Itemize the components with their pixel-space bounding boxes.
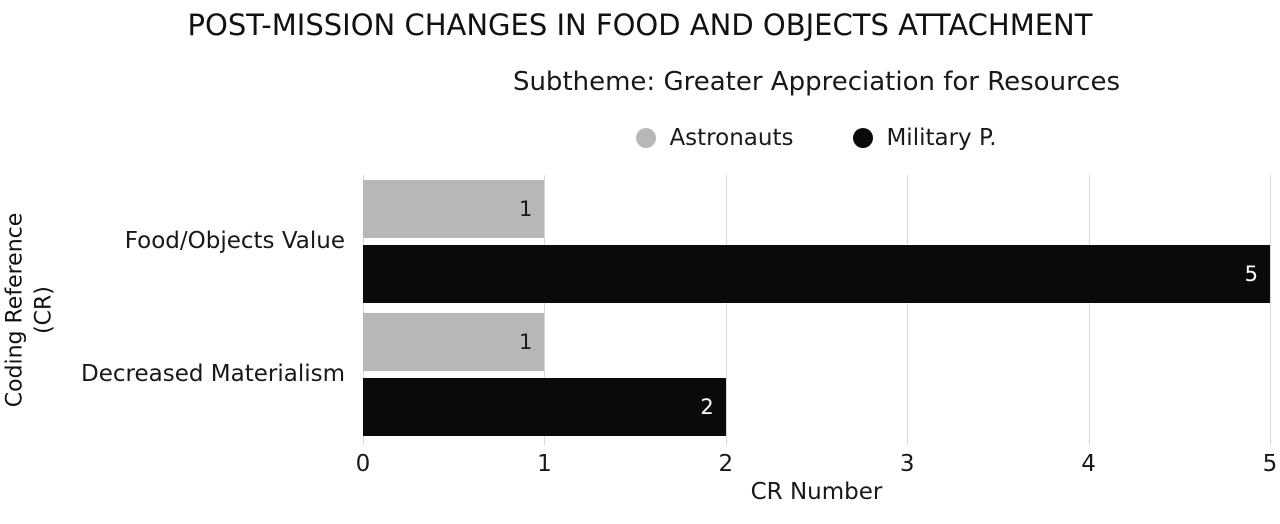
gridline — [1088, 174, 1090, 445]
bar-value-label: 2 — [700, 394, 714, 419]
legend: Astronauts Military P. — [363, 125, 1270, 151]
x-tick-label: 4 — [1081, 450, 1096, 477]
chart-subtitle: Subtheme: Greater Appreciation for Resou… — [512, 66, 1121, 97]
category-axis: Food/Objects Value Decreased Materialism — [60, 175, 363, 445]
legend-label: Military P. — [886, 124, 997, 151]
legend-swatch-icon — [636, 127, 657, 148]
x-axis-title: CR Number — [750, 478, 883, 505]
chart-title: POST-MISSION CHANGES IN FOOD AND OBJECTS… — [187, 8, 1093, 42]
y-axis-title-line1: Coding Reference — [2, 212, 28, 408]
x-tick-label: 0 — [355, 450, 371, 477]
bar-value-label: 1 — [519, 329, 533, 354]
gridline — [907, 174, 909, 445]
bar-chart: Coding Reference (CR) Food/Objects Value… — [0, 174, 1280, 505]
x-tick-label: 5 — [1262, 450, 1278, 477]
gridline — [363, 174, 364, 445]
bar-value-label: 1 — [519, 196, 533, 221]
bar-value-label: 5 — [1244, 261, 1258, 286]
bar-0-0: 1 — [363, 179, 545, 238]
gridline — [544, 174, 546, 445]
category-label: Food/Objects Value — [124, 228, 345, 255]
y-axis-title-area: Coding Reference (CR) — [0, 175, 60, 445]
x-tick-label: 1 — [537, 450, 552, 477]
bar-1-0: 5 — [363, 244, 1270, 303]
x-axis-ticks: 0 1 2 3 4 5 — [356, 445, 1278, 479]
bar-0-1: 1 — [363, 312, 545, 371]
category-label: Decreased Materialism — [81, 361, 345, 388]
x-tick-label: 3 — [899, 450, 915, 477]
bar-1-1: 2 — [363, 377, 726, 436]
legend-label: Astronauts — [669, 124, 794, 151]
legend-swatch-icon — [853, 127, 874, 148]
gridline — [1270, 174, 1271, 445]
legend-item-0: Astronauts — [636, 125, 793, 151]
legend-item-1: Military P. — [853, 124, 997, 151]
y-axis-title-line2: (CR) — [31, 285, 56, 334]
x-tick-label: 2 — [718, 450, 734, 477]
gridline — [725, 174, 727, 445]
y-axis-title: Coding Reference (CR) — [1, 213, 58, 408]
